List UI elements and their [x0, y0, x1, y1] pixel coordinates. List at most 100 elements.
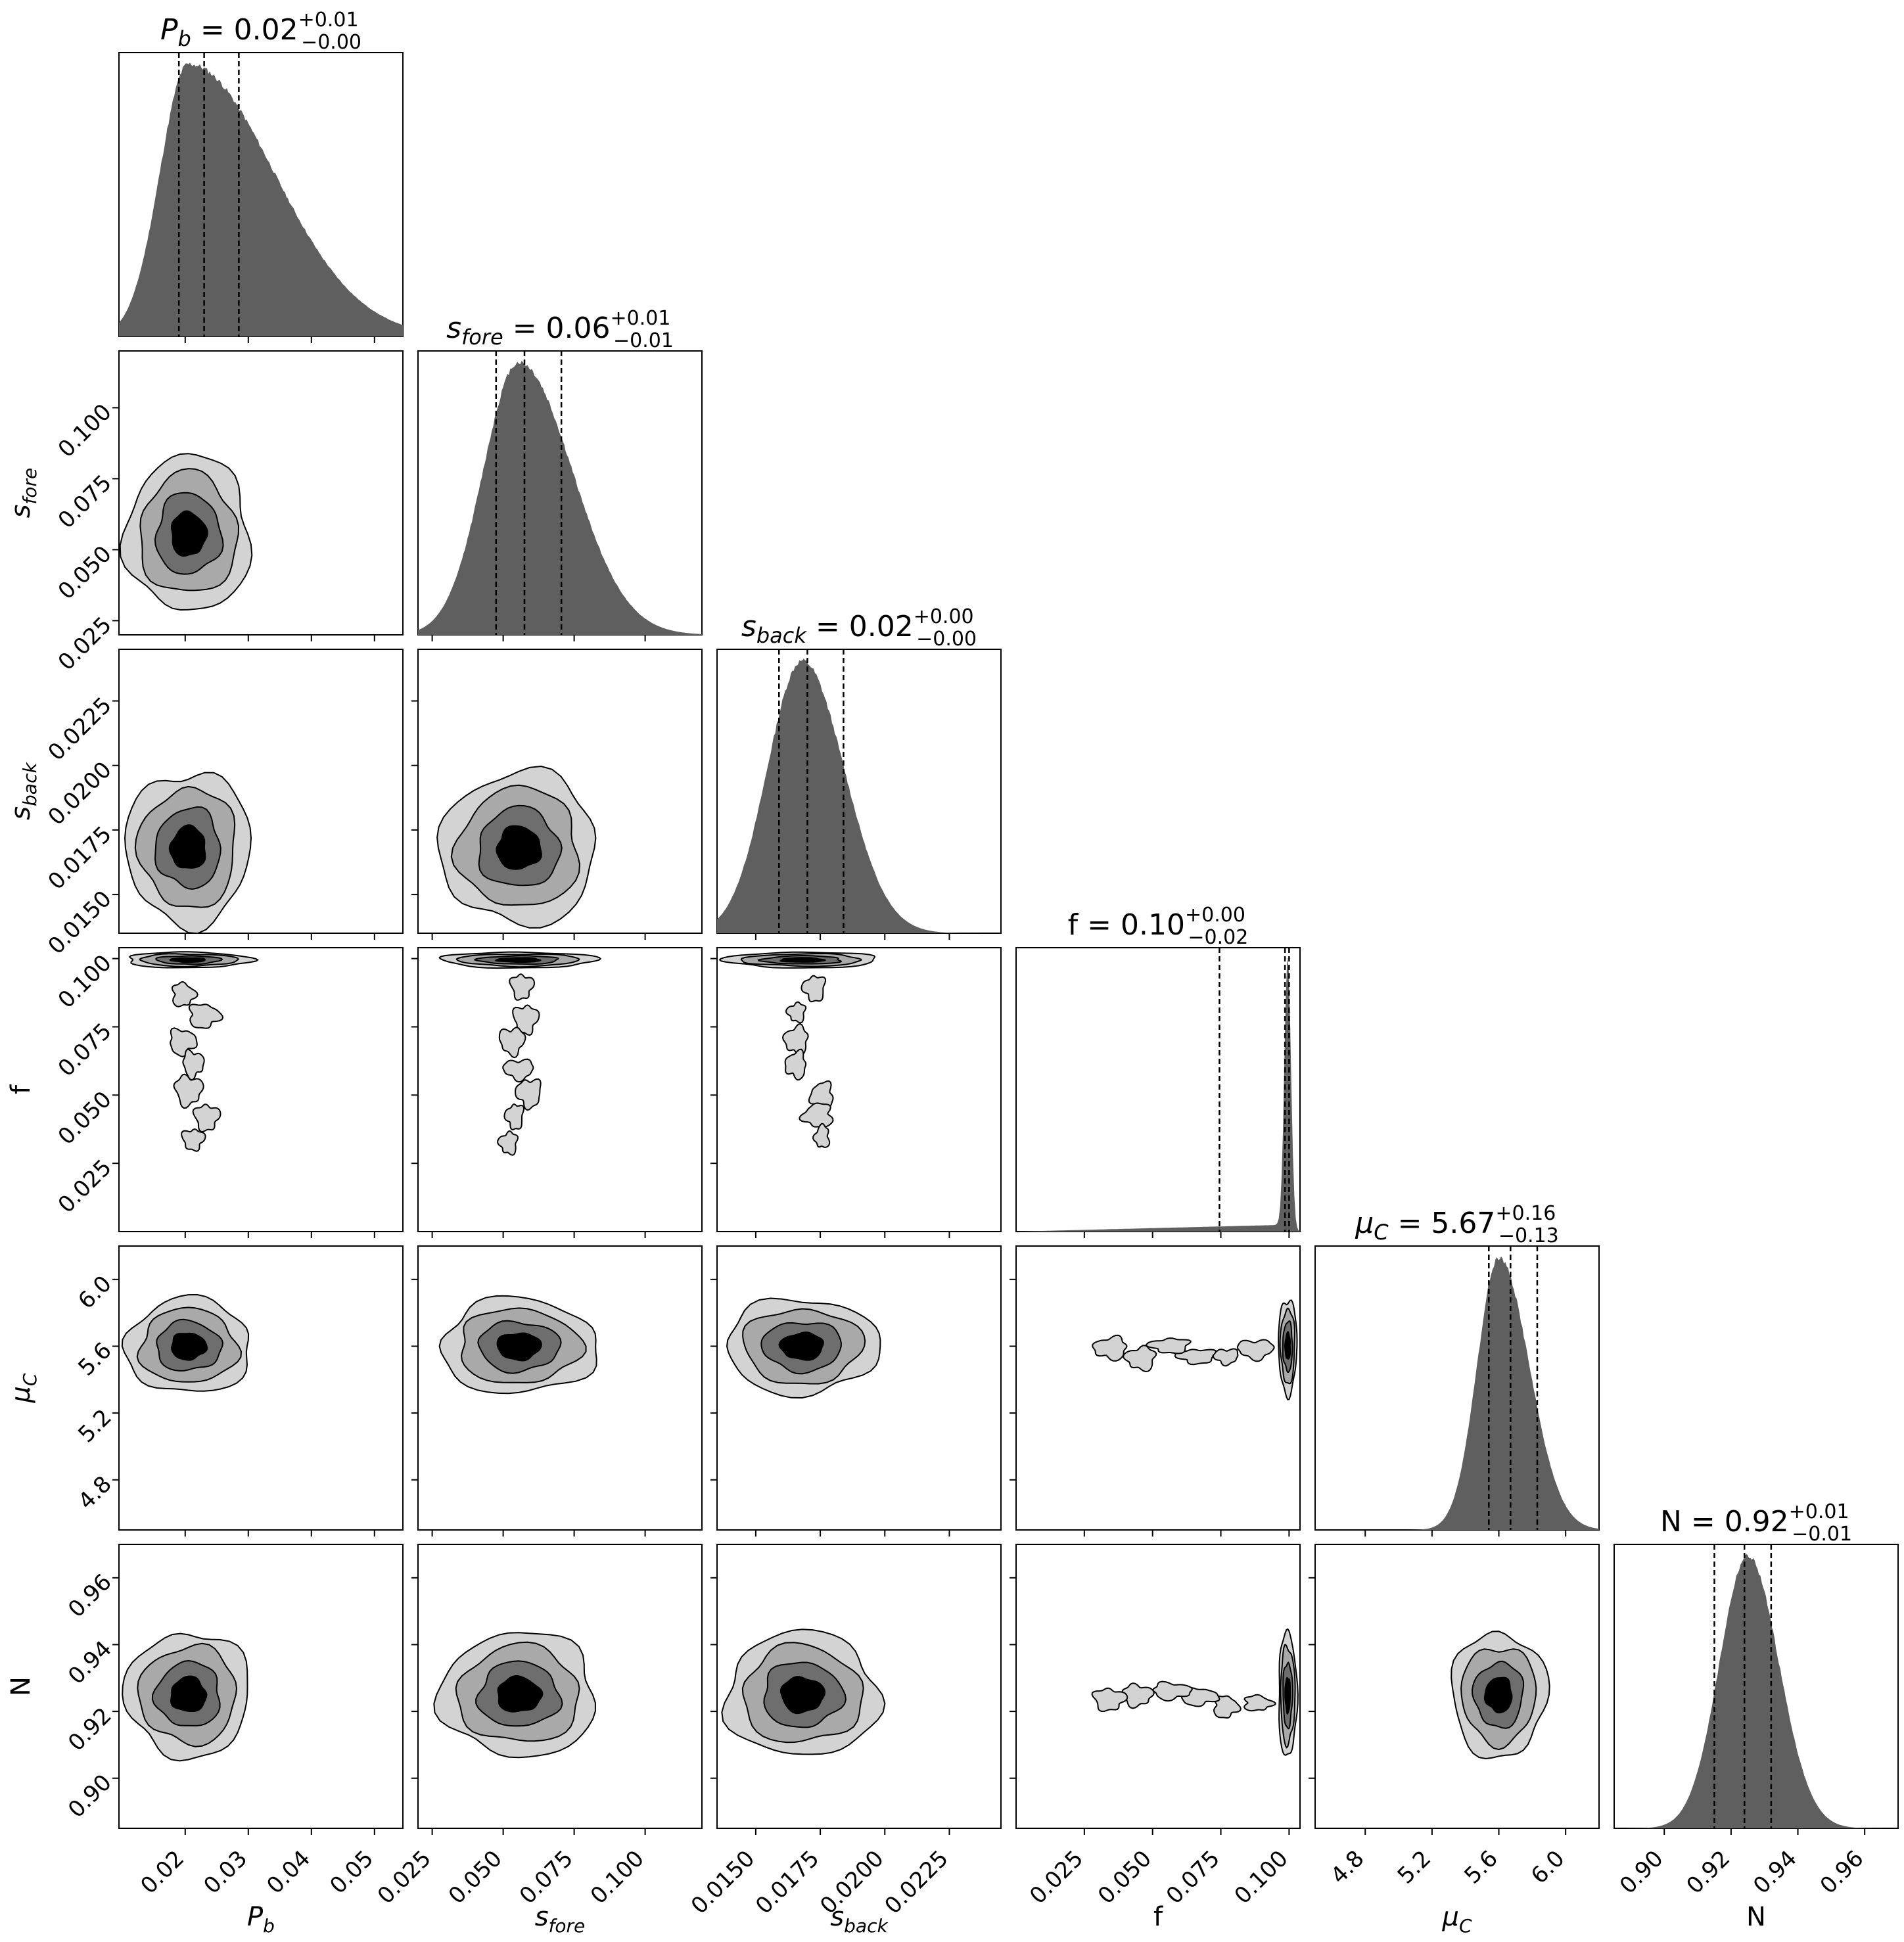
- x-tick-label: 6.0: [1526, 1845, 1570, 1889]
- label-subscript: fore: [19, 468, 41, 505]
- x-tick-label: 0.0175: [751, 1845, 824, 1919]
- contours: [121, 1293, 250, 1392]
- title-symbol: s: [446, 312, 461, 345]
- panel-hist-Pb: Pb = 0.02+0.01 −0.00: [118, 9, 404, 337]
- y-tick-label: 0.100: [53, 399, 117, 463]
- title-sback: sback = 0.02+0.00 −0.00: [741, 605, 977, 651]
- x-axis-label: sback: [830, 1902, 889, 1937]
- contour-level-3: [1284, 1331, 1291, 1360]
- contours: [119, 453, 253, 611]
- x-axis-label: f: [1153, 1902, 1163, 1932]
- title-symbol: P: [160, 13, 178, 47]
- x-tick-label: 0.90: [1615, 1845, 1669, 1899]
- contours: [436, 765, 597, 929]
- title-lower: −0.02: [1188, 926, 1248, 949]
- contours: [721, 1629, 886, 1755]
- title-lower: −0.00: [301, 31, 361, 54]
- y-tick-label: 0.050: [53, 541, 117, 605]
- panel-2d-sfore-muC: [417, 1245, 703, 1531]
- contours: [718, 951, 876, 1148]
- x-tick-label: 0.100: [586, 1845, 649, 1909]
- y-tick-label: 0.90: [63, 1769, 117, 1823]
- y-axis-label: sback: [6, 762, 41, 820]
- y-tick-label: 0.100: [53, 950, 117, 1013]
- contours: [726, 1297, 881, 1399]
- contour-fragment: [173, 1073, 204, 1109]
- label-base: f: [1153, 1902, 1163, 1932]
- x-tick-label: 0.100: [1230, 1845, 1293, 1909]
- panel-frame: [716, 1245, 1002, 1531]
- y-axis-label: sfore: [6, 468, 41, 519]
- panel-2d-sback-muC: [716, 1245, 1002, 1531]
- x-tick-label: 0.02: [135, 1845, 189, 1899]
- x-tick-label: 0.0200: [815, 1845, 889, 1919]
- contour-fragment: [502, 1058, 534, 1083]
- title-value: f = 0.10: [1068, 908, 1185, 942]
- label-base: s: [6, 504, 36, 518]
- histogram-sback: [717, 659, 1001, 933]
- contour-level-3: [779, 1676, 826, 1715]
- panel-hist-sfore: sfore = 0.06+0.01 −0.01: [417, 307, 703, 636]
- contours: [438, 951, 602, 1156]
- x-tick-label: 0.94: [1748, 1845, 1802, 1899]
- panel-2d-f-muC: [1015, 1245, 1301, 1531]
- x-tick-label: 5.6: [1459, 1845, 1503, 1889]
- x-tick-label: 0.075: [1161, 1845, 1225, 1909]
- contour-fragment: [1091, 1687, 1128, 1713]
- panel-frame: [118, 1245, 404, 1531]
- panel-2d-sfore-f: [417, 947, 703, 1232]
- x-axis-N: 0.90 0.92 0.94 0.96 N: [1615, 1828, 1869, 1932]
- contour-fragment: [1174, 1349, 1217, 1366]
- contour-fragment: [785, 1001, 807, 1024]
- x-tick-label: 4.8: [1326, 1845, 1370, 1889]
- contours: [1091, 1628, 1299, 1756]
- y-tick-label: 0.0175: [43, 821, 116, 894]
- x-tick-label: 0.025: [1025, 1845, 1088, 1909]
- panel-2d-Pb-f: [118, 947, 404, 1232]
- contour-level-3: [779, 957, 826, 963]
- title-subscript: back: [756, 623, 808, 648]
- x-tick-label: 0.92: [1681, 1845, 1735, 1899]
- label-base: P: [247, 1902, 264, 1932]
- title-subscript: C: [1374, 1220, 1389, 1245]
- contours: [1451, 1630, 1550, 1760]
- contours: [433, 1632, 596, 1759]
- contour-level-3: [1483, 1676, 1513, 1714]
- y-tick-label: 0.050: [53, 1086, 117, 1150]
- y-tick-label: 0.025: [53, 1155, 117, 1218]
- contour-level-3: [170, 1675, 208, 1712]
- title-upper: +0.01: [1789, 1500, 1849, 1523]
- title-f: f = 0.10+0.00 −0.02: [1068, 904, 1249, 949]
- y-tick-label: 4.8: [73, 1471, 117, 1515]
- panel-frame: [417, 947, 703, 1232]
- title-symbol: μ: [1355, 1207, 1374, 1240]
- title-symbol: s: [741, 610, 756, 643]
- contour-fragment: [497, 1130, 519, 1156]
- y-axis-label: f: [6, 1084, 36, 1094]
- contour-fragment: [1123, 1345, 1157, 1373]
- panel-2d-sfore-N: [417, 1544, 703, 1829]
- title-upper: +0.00: [914, 605, 974, 628]
- label-base: μ: [1441, 1902, 1458, 1932]
- title-upper: +0.01: [298, 9, 359, 32]
- title-value: = 0.02: [806, 610, 914, 643]
- contour-level-3: [168, 824, 206, 869]
- x-tick-label: 0.03: [198, 1845, 252, 1899]
- y-tick-label: 0.92: [63, 1703, 117, 1757]
- contour-level-3: [170, 510, 208, 557]
- contour-fragment: [1092, 1334, 1128, 1362]
- x-axis-label: sfore: [535, 1902, 586, 1937]
- title-upper: +0.00: [1185, 904, 1245, 927]
- label-base: s: [535, 1902, 549, 1932]
- contours: [122, 1632, 248, 1762]
- title-value: N = 0.92: [1660, 1505, 1789, 1538]
- y-tick-label: 6.0: [73, 1270, 117, 1314]
- panel-hist-muC: μC = 5.67+0.16 −0.13: [1314, 1202, 1600, 1531]
- y-tick-label: 0.0200: [43, 756, 116, 830]
- title-subscript: fore: [461, 325, 503, 350]
- contour-level-3: [496, 1332, 542, 1362]
- y-axis-sfore: 0.025 0.050 0.075 0.100 sfore: [6, 399, 119, 676]
- x-axis-label: Pb: [247, 1902, 275, 1937]
- label-base: N: [6, 1676, 36, 1696]
- panel-frame: [118, 947, 404, 1232]
